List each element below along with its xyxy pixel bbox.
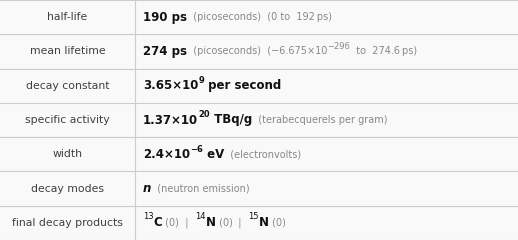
- Text: −6: −6: [190, 144, 203, 154]
- Text: final decay products: final decay products: [12, 218, 123, 228]
- Text: (0): (0): [162, 218, 179, 228]
- Text: (picoseconds)  (0 to  192 ps): (picoseconds) (0 to 192 ps): [187, 12, 332, 22]
- Text: width: width: [52, 149, 82, 159]
- Text: C: C: [154, 216, 162, 229]
- Text: (0): (0): [269, 218, 285, 228]
- Text: decay constant: decay constant: [26, 81, 109, 91]
- Text: 15: 15: [248, 212, 258, 221]
- Text: per second: per second: [204, 79, 281, 92]
- Text: |: |: [233, 218, 248, 228]
- Text: mean lifetime: mean lifetime: [30, 46, 105, 56]
- Text: n: n: [143, 182, 151, 195]
- Text: 190 ps: 190 ps: [143, 11, 187, 24]
- Text: 1.37×10: 1.37×10: [143, 114, 198, 126]
- Text: 274 ps: 274 ps: [143, 45, 187, 58]
- Text: |: |: [179, 218, 195, 228]
- Text: TBq/g: TBq/g: [210, 114, 252, 126]
- Text: (neutron emission): (neutron emission): [151, 184, 250, 194]
- Text: eV: eV: [203, 148, 224, 161]
- Text: 3.65×10: 3.65×10: [143, 79, 198, 92]
- Text: decay modes: decay modes: [31, 184, 104, 194]
- Text: N: N: [258, 216, 269, 229]
- Text: 2.4×10: 2.4×10: [143, 148, 190, 161]
- Text: 13: 13: [143, 212, 154, 221]
- Text: (electronvolts): (electronvolts): [224, 149, 301, 159]
- Text: to  274.6 ps): to 274.6 ps): [350, 46, 418, 56]
- Text: 20: 20: [198, 110, 210, 119]
- Text: half-life: half-life: [47, 12, 88, 22]
- Text: 9: 9: [198, 76, 204, 85]
- Text: (0): (0): [215, 218, 233, 228]
- Text: −296: −296: [327, 42, 350, 51]
- Text: 14: 14: [195, 212, 206, 221]
- Text: specific activity: specific activity: [25, 115, 110, 125]
- Text: (picoseconds)  (−6.675×10: (picoseconds) (−6.675×10: [187, 46, 327, 56]
- Text: N: N: [206, 216, 215, 229]
- Text: (terabecquerels per gram): (terabecquerels per gram): [252, 115, 387, 125]
